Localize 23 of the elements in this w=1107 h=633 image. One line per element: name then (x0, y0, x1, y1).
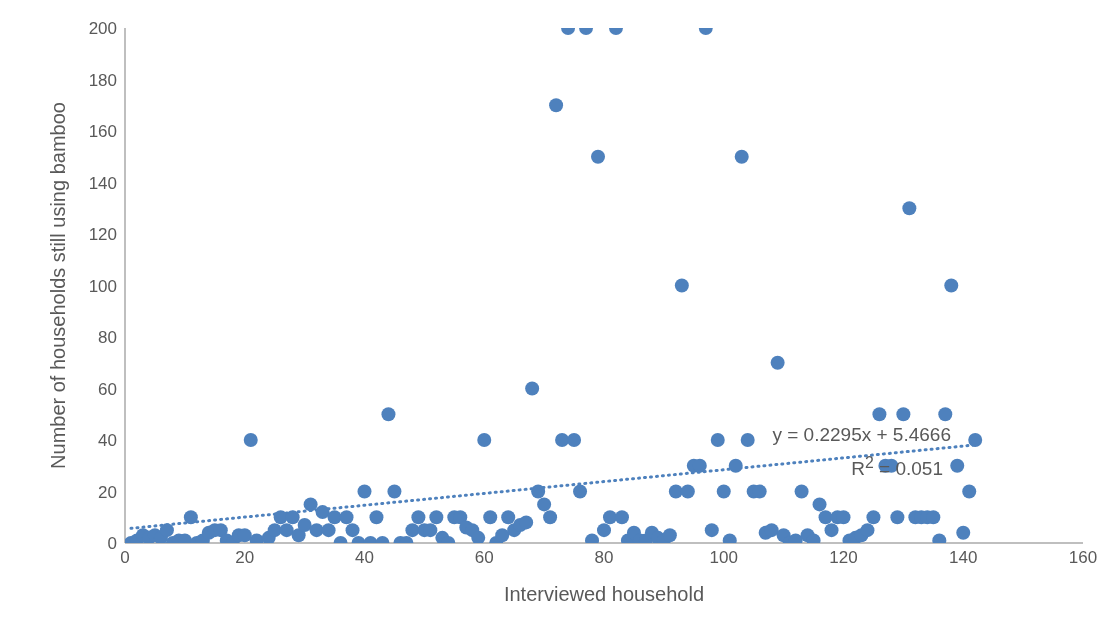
y-tick-label: 40 (98, 431, 117, 451)
x-tick-label: 140 (949, 548, 978, 568)
y-tick-label: 120 (88, 225, 117, 245)
y-tick-label: 140 (88, 173, 117, 193)
annotation: y = 0.2295x + 5.4666 (772, 424, 951, 446)
y-tick-label: 20 (98, 482, 117, 502)
y-tick-label: 100 (88, 276, 117, 296)
x-tick-label: 160 (1068, 548, 1098, 568)
x-tick-label: 0 (120, 548, 130, 568)
y-tick-label: 180 (88, 70, 117, 90)
y-tick-label: 160 (88, 122, 117, 142)
y-tick-label: 60 (98, 379, 117, 399)
x-tick-label: 120 (829, 548, 858, 568)
x-tick-label: 40 (355, 548, 374, 568)
y-tick-label: 200 (88, 19, 117, 39)
y-axis-title: Number of households still using bamboo (47, 102, 70, 469)
x-tick-label: 100 (709, 548, 738, 568)
x-tick-label: 60 (474, 548, 494, 568)
x-tick-label: 80 (594, 548, 614, 568)
y-tick-label: 80 (98, 328, 117, 348)
x-axis-title: Interviewed household (503, 583, 705, 605)
x-tick-label: 20 (235, 548, 255, 568)
y-tick-label: 0 (107, 534, 117, 554)
